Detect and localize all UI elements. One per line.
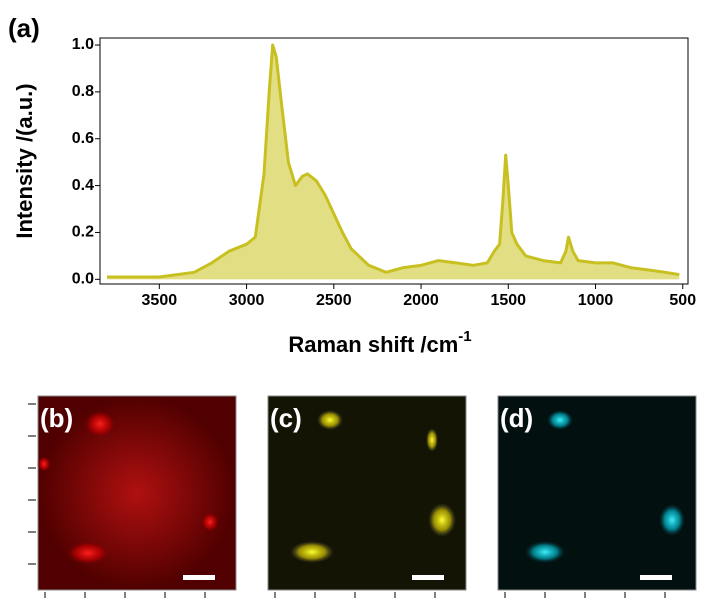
blob [426,428,438,452]
x-tick-label: 2000 [403,292,439,309]
blob [659,504,685,536]
scale-bar [183,575,215,580]
x-tick-label: 1500 [490,292,526,309]
y-tick-label: 1.0 [72,36,94,53]
x-axis-title-text: Raman shift /cm [288,332,458,357]
line [107,43,680,279]
blob [201,512,219,532]
panel-label: (a) [8,13,40,43]
x-tick-label: 2500 [316,292,352,309]
x-tick-label: 3500 [142,292,178,309]
image-c: (c) [267,395,467,591]
x-tick-label: 1000 [578,292,614,309]
panel-label: (d) [500,403,533,433]
area [106,45,680,280]
x-tick-label: 500 [669,292,696,309]
y-tick-label: 0.8 [72,83,94,100]
y-axis-title: Intensity /(a.u.) [12,83,37,238]
x-tick-label: 3000 [229,292,265,309]
scale-bar [412,575,444,580]
blob [317,410,343,430]
y-tick-label: 0.4 [72,177,94,194]
blob [428,503,456,537]
panel-label: (c) [270,403,302,433]
image-b: (b) [37,395,237,591]
y-tick-label: 0.6 [72,130,94,147]
blob [525,541,565,563]
x-axis-superscript: -1 [458,328,471,345]
y-tick-label: 0.0 [72,271,94,288]
x-axis-title: Raman shift /cm-1 [288,328,471,357]
image-d: (d) [497,395,697,591]
blob [37,456,51,472]
scale-bar [640,575,672,580]
image-ticks [28,403,666,598]
y-tick-label: 0.2 [72,224,94,241]
plot-frame [99,37,689,285]
blob [84,410,116,438]
blob [66,541,110,565]
blob [290,541,334,563]
blob [547,410,573,430]
panel-label: (b) [40,403,73,433]
